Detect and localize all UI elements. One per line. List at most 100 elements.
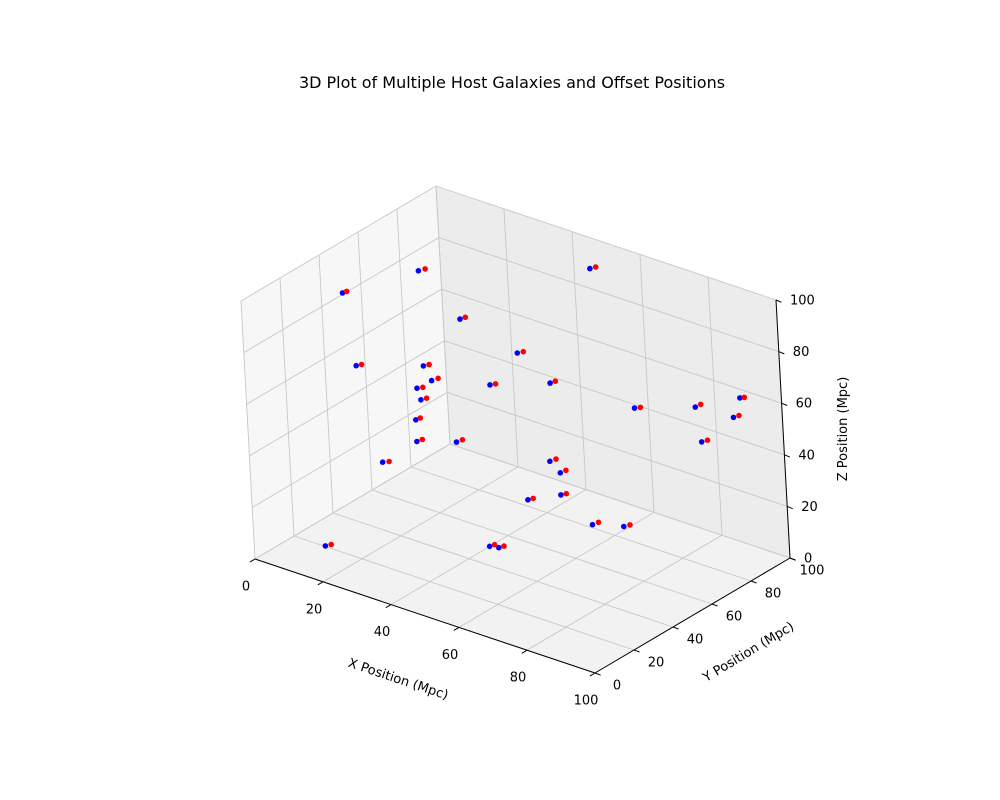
y-axis-tick bbox=[711, 603, 718, 607]
z-grid-left bbox=[254, 443, 451, 560]
data-point-series-1-18 bbox=[595, 519, 602, 526]
data-point-series-1-27 bbox=[736, 412, 742, 419]
x-axis-tick-label: 40 bbox=[374, 625, 391, 640]
z-axis-tick bbox=[789, 557, 796, 561]
y-axis-tick-label: 60 bbox=[726, 610, 743, 625]
data-point-series-1-14 bbox=[520, 348, 527, 355]
data-point-series-1-25 bbox=[492, 381, 499, 387]
data-point-series-1-23 bbox=[553, 456, 559, 462]
z-axis-tick-label: 20 bbox=[801, 500, 818, 515]
y-axis-tick bbox=[594, 672, 601, 676]
z-axis-tick-label: 40 bbox=[798, 448, 815, 463]
data-point-series-0-26 bbox=[414, 438, 420, 445]
data-point-series-0-15 bbox=[322, 543, 329, 549]
data-point-series-1-13 bbox=[435, 375, 441, 382]
x-grid-floor bbox=[526, 534, 723, 651]
y-grid-left bbox=[357, 231, 373, 491]
y-grid-left bbox=[396, 208, 412, 468]
z-axis-tick-label: 100 bbox=[790, 294, 815, 309]
data-point-series-1-5 bbox=[741, 394, 748, 401]
data-point-series-0-14 bbox=[514, 350, 521, 356]
data-point-series-1-22 bbox=[386, 458, 392, 465]
data-point-series-0-7 bbox=[558, 492, 564, 498]
z-axis-tick bbox=[778, 351, 785, 355]
z-axis-tick bbox=[787, 505, 793, 510]
x-axis-tick-label: 20 bbox=[306, 602, 323, 617]
data-point-series-0-21 bbox=[414, 385, 420, 392]
data-point-series-0-5 bbox=[737, 395, 743, 401]
data-point-series-1-6 bbox=[491, 541, 498, 548]
x-axis-tick bbox=[249, 558, 256, 563]
x-grid-floor bbox=[322, 466, 519, 583]
data-point-series-0-19 bbox=[525, 497, 531, 503]
data-point-series-1-26 bbox=[419, 436, 426, 443]
scatter-points bbox=[322, 264, 748, 551]
x-axis-tick bbox=[521, 649, 528, 654]
z-axis-tick bbox=[775, 299, 782, 303]
data-point-series-1-7 bbox=[563, 490, 570, 497]
z-grid-back bbox=[435, 185, 777, 301]
y-grid-floor bbox=[293, 535, 635, 651]
y-grid-floor bbox=[410, 466, 752, 582]
x-axis-line bbox=[254, 558, 596, 674]
data-point-series-1-20 bbox=[426, 361, 432, 368]
z-axis-tick bbox=[784, 454, 791, 458]
z-axis-label: Z Position (Mpc) bbox=[836, 377, 851, 482]
y-axis-tick bbox=[672, 626, 679, 630]
y-axis-line bbox=[594, 557, 791, 674]
data-point-series-1-1 bbox=[422, 266, 428, 272]
data-point-series-1-17 bbox=[423, 395, 430, 402]
x-axis-tick-label: 100 bbox=[574, 694, 599, 709]
data-point-series-0-8 bbox=[557, 470, 564, 476]
x-axis-tick bbox=[453, 626, 460, 631]
data-point-series-0-20 bbox=[420, 363, 427, 369]
data-point-series-0-24 bbox=[453, 439, 460, 445]
z-axis-tick-label: 0 bbox=[804, 552, 812, 567]
y-grid-floor bbox=[332, 512, 674, 628]
data-point-series-1-3 bbox=[697, 401, 704, 408]
z-grid-back bbox=[449, 443, 791, 559]
z-grid-left bbox=[240, 185, 437, 302]
z-grid-left bbox=[249, 340, 445, 457]
data-point-series-0-23 bbox=[547, 458, 553, 465]
data-point-series-1-11 bbox=[592, 264, 599, 270]
y-grid-left bbox=[240, 300, 256, 560]
x-axis-tick-label: 80 bbox=[510, 671, 527, 686]
data-point-series-0-25 bbox=[487, 382, 493, 388]
data-point-series-0-12 bbox=[353, 362, 360, 369]
data-point-series-0-1 bbox=[415, 268, 422, 274]
chart-title: 3D Plot of Multiple Host Galaxies and Of… bbox=[299, 73, 725, 92]
data-point-series-1-19 bbox=[530, 495, 536, 502]
y-axis-tick-label: 80 bbox=[765, 587, 782, 602]
x-grid-back bbox=[639, 254, 655, 513]
z-grid-left bbox=[251, 392, 448, 508]
data-point-series-0-28 bbox=[547, 380, 553, 386]
y-grid-left bbox=[279, 277, 295, 537]
x-axis-tick bbox=[589, 672, 596, 677]
z-axis-tick-label: 60 bbox=[796, 397, 813, 412]
data-point-series-1-28 bbox=[552, 378, 559, 385]
x-grid-back bbox=[571, 231, 587, 490]
data-point-series-0-16 bbox=[496, 544, 502, 551]
data-point-series-0-13 bbox=[428, 377, 435, 384]
x-axis-tick bbox=[317, 581, 324, 586]
x-axis-tick-label: 60 bbox=[442, 648, 459, 663]
data-point-series-0-29 bbox=[457, 316, 463, 322]
data-point-series-0-17 bbox=[418, 397, 424, 403]
data-point-series-1-9 bbox=[417, 415, 424, 421]
y-grid-floor bbox=[371, 489, 713, 605]
data-point-series-0-6 bbox=[486, 543, 493, 550]
data-point-series-0-0 bbox=[339, 290, 346, 296]
x-axis-tick bbox=[385, 604, 392, 609]
z-grid-left bbox=[246, 288, 442, 405]
data-point-series-1-4 bbox=[704, 437, 711, 444]
z-grid-back bbox=[441, 288, 782, 404]
data-point-series-0-22 bbox=[379, 459, 386, 466]
z-axis-tick bbox=[781, 402, 788, 406]
x-grid-back bbox=[707, 277, 723, 536]
data-point-series-0-10 bbox=[621, 523, 627, 530]
z-axis-line bbox=[775, 299, 791, 559]
y-grid-left bbox=[435, 185, 451, 445]
